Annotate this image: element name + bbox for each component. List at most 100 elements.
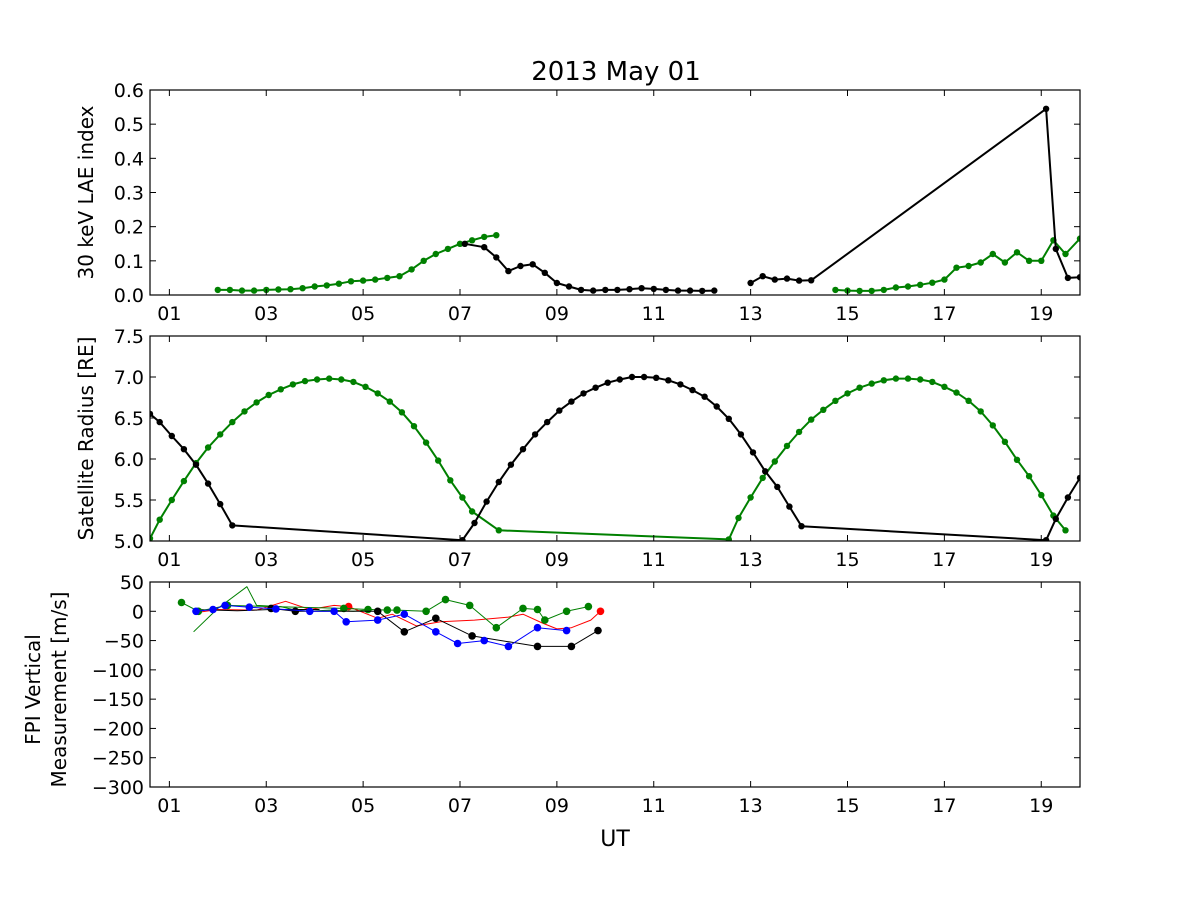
data-point <box>1076 235 1080 242</box>
data-point <box>359 277 367 284</box>
x-tick-label: 15 <box>835 795 859 817</box>
data-point <box>614 286 621 294</box>
data-point <box>453 639 462 648</box>
x-tick-label: 05 <box>351 795 375 817</box>
data-point <box>481 244 488 251</box>
data-point <box>441 595 450 604</box>
data-point <box>568 398 575 405</box>
data-point <box>1001 259 1009 266</box>
data-point <box>977 259 984 266</box>
data-point <box>226 286 234 294</box>
data-point <box>674 287 682 294</box>
data-point <box>989 250 996 258</box>
data-point <box>565 283 573 290</box>
x-tick-label: 09 <box>545 795 569 817</box>
data-point <box>749 449 757 456</box>
panel-2: 01 03 05 07 09 11 13 15 17 19 5.0 5.5 6.0 6.5 7.0 7.5 Sa… <box>74 326 1081 571</box>
x-tick-label: 19 <box>1029 303 1053 325</box>
series-line <box>750 107 1080 284</box>
data-point <box>562 607 571 616</box>
data-point <box>272 605 280 613</box>
data-point <box>604 379 611 386</box>
x-tick-label: 11 <box>642 303 666 325</box>
data-point <box>519 446 527 453</box>
data-point <box>168 496 175 504</box>
data-point <box>820 406 827 413</box>
data-point <box>941 276 948 283</box>
data-point <box>373 616 382 624</box>
data-point <box>347 278 355 285</box>
data-point <box>177 598 186 607</box>
data-point <box>701 393 708 400</box>
data-point <box>590 287 597 294</box>
data-point <box>533 605 542 614</box>
data-point <box>422 607 430 616</box>
data-point <box>335 280 343 287</box>
data-point <box>965 262 972 270</box>
y-tick-label: 5.0 <box>114 531 144 553</box>
data-point <box>904 283 912 290</box>
series-line <box>464 242 715 292</box>
data-point <box>832 286 839 294</box>
data-point <box>584 602 593 611</box>
y-tick-label: 0.3 <box>114 183 144 205</box>
data-point <box>468 237 476 244</box>
data-point <box>662 286 670 294</box>
data-point <box>253 399 260 406</box>
data-point <box>856 287 863 295</box>
x-tick-label: 09 <box>545 303 569 325</box>
data-point <box>408 266 415 273</box>
data-point <box>214 286 221 294</box>
y-tick-label: 0.6 <box>114 80 144 102</box>
data-point <box>677 381 684 388</box>
series-line <box>217 234 497 292</box>
data-point <box>531 431 539 438</box>
data-point <box>468 508 476 515</box>
data-point <box>735 514 742 522</box>
data-point <box>533 642 542 651</box>
data-point <box>1025 257 1033 264</box>
data-point <box>1038 257 1045 264</box>
data-point <box>326 375 333 382</box>
data-point <box>577 286 585 294</box>
data-point <box>393 606 401 614</box>
data-point <box>217 431 224 438</box>
data-point <box>311 283 318 290</box>
data-point <box>241 408 248 415</box>
data-point <box>221 601 229 610</box>
data-point <box>338 376 345 383</box>
data-point <box>465 601 474 610</box>
data-point <box>410 423 418 430</box>
data-point <box>917 281 924 288</box>
data-point <box>313 376 321 383</box>
data-point <box>461 240 468 247</box>
data-point <box>1038 491 1045 499</box>
data-point <box>989 422 996 429</box>
data-point <box>786 503 793 510</box>
data-point <box>602 286 609 294</box>
y-axis-label: Satellite Radius [RE] <box>74 337 98 541</box>
x-tick-label: 17 <box>932 303 956 325</box>
x-tick-label: 13 <box>739 795 763 817</box>
y-tick-label: −50 <box>104 631 144 653</box>
series-line <box>150 377 1067 541</box>
data-point <box>762 468 769 475</box>
data-point <box>699 287 706 295</box>
y-tick-label: −250 <box>92 748 144 770</box>
data-point <box>798 523 805 530</box>
x-tick-label: 11 <box>642 549 666 571</box>
data-point <box>711 287 718 294</box>
data-point <box>771 276 778 283</box>
data-point <box>435 457 442 464</box>
data-point <box>686 287 694 294</box>
data-point <box>432 250 439 258</box>
data-point <box>953 264 960 271</box>
data-point <box>665 377 672 384</box>
data-point <box>533 623 542 632</box>
y-tick-label: 6.5 <box>114 408 144 430</box>
plot-frame <box>149 89 1081 296</box>
data-point <box>892 284 900 291</box>
data-point <box>364 605 372 614</box>
x-tick-label: 03 <box>254 795 278 817</box>
data-point <box>941 383 948 390</box>
